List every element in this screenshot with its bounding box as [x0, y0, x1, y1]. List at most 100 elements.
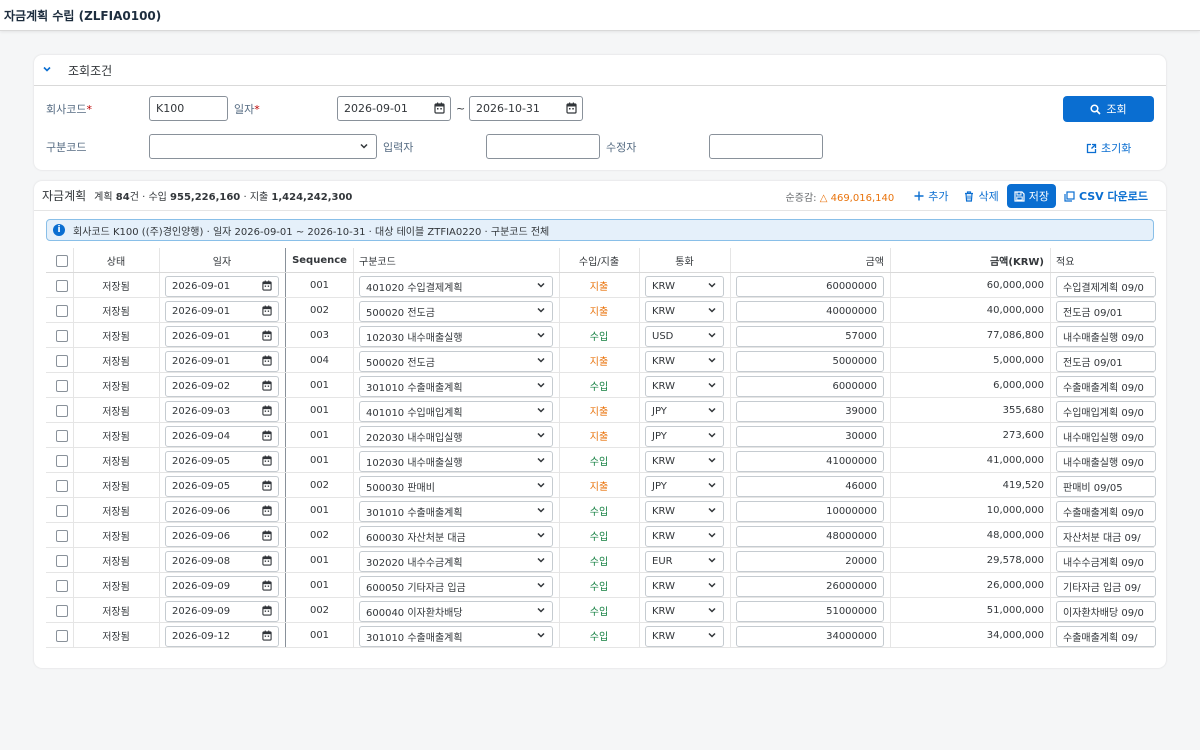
row-code-select[interactable]: 500020 전도금	[359, 351, 553, 372]
calendar-icon[interactable]	[262, 380, 272, 394]
row-currency-select[interactable]: KRW	[645, 501, 724, 522]
row-amount-input[interactable]: 5000000	[736, 351, 884, 372]
row-amount-input[interactable]: 40000000	[736, 301, 884, 322]
row-checkbox[interactable]	[56, 579, 68, 592]
calendar-icon[interactable]	[566, 102, 577, 117]
col-date[interactable]: 일자	[212, 257, 232, 268]
calendar-icon[interactable]	[434, 102, 445, 117]
row-code-select[interactable]: 600050 기타자금 입금	[359, 576, 553, 597]
row-amount-input[interactable]: 20000	[736, 551, 884, 572]
entered-by-input[interactable]	[486, 134, 600, 159]
row-memo-input[interactable]: 내수매입실행 09/0	[1056, 426, 1156, 447]
col-amount[interactable]: 금액	[865, 257, 884, 268]
calendar-icon[interactable]	[262, 505, 272, 519]
row-date-input[interactable]: 2026-09-04	[165, 426, 279, 447]
search-button[interactable]: 조회	[1063, 96, 1154, 122]
row-currency-select[interactable]: KRW	[645, 601, 724, 622]
row-code-select[interactable]: 500030 판매비	[359, 476, 553, 497]
category-code-select[interactable]	[149, 134, 377, 159]
row-amount-input[interactable]: 26000000	[736, 576, 884, 597]
calendar-icon[interactable]	[262, 480, 272, 494]
row-amount-input[interactable]: 60000000	[736, 276, 884, 297]
row-memo-input[interactable]: 판매비 09/05	[1056, 476, 1156, 497]
row-code-select[interactable]: 302020 내수수금계획	[359, 551, 553, 572]
row-memo-input[interactable]: 내수수금계획 09/0	[1056, 551, 1156, 572]
select-all-checkbox[interactable]	[56, 254, 68, 267]
calendar-icon[interactable]	[262, 330, 272, 344]
csv-download-button[interactable]: CSV 다운로드	[1056, 184, 1156, 208]
row-date-input[interactable]: 2026-09-09	[165, 576, 279, 597]
calendar-icon[interactable]	[262, 580, 272, 594]
date-from-input[interactable]: 2026-09-01	[337, 96, 451, 121]
row-checkbox[interactable]	[56, 554, 68, 567]
col-sequence[interactable]: Sequence	[292, 255, 347, 266]
row-date-input[interactable]: 2026-09-01	[165, 326, 279, 347]
row-code-select[interactable]: 102030 내수매출실행	[359, 451, 553, 472]
row-amount-input[interactable]: 30000	[736, 426, 884, 447]
row-date-input[interactable]: 2026-09-12	[165, 626, 279, 647]
row-code-select[interactable]: 600030 자산처분 대금	[359, 526, 553, 547]
row-amount-input[interactable]: 39000	[736, 401, 884, 422]
row-memo-input[interactable]: 이자환차배당 09/0	[1056, 601, 1156, 622]
row-checkbox[interactable]	[56, 504, 68, 517]
row-code-select[interactable]: 102030 내수매출실행	[359, 326, 553, 347]
col-code[interactable]: 구분코드	[359, 257, 396, 268]
row-currency-select[interactable]: JPY	[645, 426, 724, 447]
row-memo-input[interactable]: 기타자금 입금 09/	[1056, 576, 1156, 597]
row-code-select[interactable]: 301010 수출매출계획	[359, 626, 553, 647]
calendar-icon[interactable]	[262, 305, 272, 319]
row-currency-select[interactable]: JPY	[645, 401, 724, 422]
calendar-icon[interactable]	[262, 555, 272, 569]
row-date-input[interactable]: 2026-09-08	[165, 551, 279, 572]
row-checkbox[interactable]	[56, 629, 68, 642]
row-amount-input[interactable]: 34000000	[736, 626, 884, 647]
row-amount-input[interactable]: 51000000	[736, 601, 884, 622]
row-amount-input[interactable]: 10000000	[736, 501, 884, 522]
date-to-input[interactable]: 2026-10-31	[469, 96, 583, 121]
save-button[interactable]: 저장	[1006, 184, 1056, 208]
row-checkbox[interactable]	[56, 379, 68, 392]
row-currency-select[interactable]: KRW	[645, 351, 724, 372]
row-amount-input[interactable]: 57000	[736, 326, 884, 347]
add-button[interactable]: 추가	[906, 184, 956, 208]
row-checkbox[interactable]	[56, 454, 68, 467]
row-checkbox[interactable]	[56, 354, 68, 367]
row-code-select[interactable]: 500020 전도금	[359, 301, 553, 322]
row-currency-select[interactable]: KRW	[645, 526, 724, 547]
row-amount-input[interactable]: 46000	[736, 476, 884, 497]
row-checkbox[interactable]	[56, 479, 68, 492]
company-code-input[interactable]: K100	[149, 96, 228, 121]
row-date-input[interactable]: 2026-09-03	[165, 401, 279, 422]
col-io[interactable]: 수입/지출	[578, 257, 620, 268]
row-date-input[interactable]: 2026-09-01	[165, 351, 279, 372]
row-currency-select[interactable]: KRW	[645, 376, 724, 397]
row-currency-select[interactable]: KRW	[645, 626, 724, 647]
col-memo[interactable]: 적요	[1056, 257, 1075, 268]
delete-button[interactable]: 삭제	[956, 184, 1006, 208]
row-code-select[interactable]: 401010 수입매입계획	[359, 401, 553, 422]
row-currency-select[interactable]: KRW	[645, 451, 724, 472]
modified-by-input[interactable]	[709, 134, 823, 159]
row-memo-input[interactable]: 내수매출실행 09/0	[1056, 451, 1156, 472]
row-date-input[interactable]: 2026-09-01	[165, 276, 279, 297]
row-date-input[interactable]: 2026-09-09	[165, 601, 279, 622]
row-amount-input[interactable]: 48000000	[736, 526, 884, 547]
chevron-down-icon[interactable]	[42, 64, 60, 77]
row-date-input[interactable]: 2026-09-06	[165, 526, 279, 547]
row-checkbox[interactable]	[56, 329, 68, 342]
calendar-icon[interactable]	[262, 405, 272, 419]
calendar-icon[interactable]	[262, 630, 272, 644]
row-checkbox[interactable]	[56, 429, 68, 442]
row-memo-input[interactable]: 수출매출계획 09/0	[1056, 501, 1156, 522]
row-code-select[interactable]: 301010 수출매출계획	[359, 501, 553, 522]
calendar-icon[interactable]	[262, 605, 272, 619]
row-code-select[interactable]: 202030 내수매입실행	[359, 426, 553, 447]
row-memo-input[interactable]: 전도금 09/01	[1056, 301, 1156, 322]
col-status[interactable]: 상태	[106, 257, 126, 268]
col-currency[interactable]: 통화	[675, 257, 694, 268]
row-date-input[interactable]: 2026-09-05	[165, 451, 279, 472]
row-code-select[interactable]: 401020 수입결제계획	[359, 276, 553, 297]
row-checkbox[interactable]	[56, 279, 68, 292]
row-checkbox[interactable]	[56, 404, 68, 417]
calendar-icon[interactable]	[262, 280, 272, 294]
